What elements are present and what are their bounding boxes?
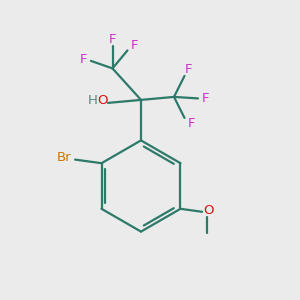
Text: O: O — [97, 94, 108, 107]
Text: F: F — [184, 63, 192, 76]
Text: O: O — [203, 204, 214, 217]
Text: F: F — [109, 33, 116, 46]
Text: H: H — [88, 94, 97, 107]
Text: F: F — [80, 53, 87, 66]
Text: F: F — [187, 117, 195, 130]
Text: F: F — [202, 92, 209, 105]
Text: Br: Br — [56, 151, 71, 164]
Text: F: F — [130, 39, 138, 52]
